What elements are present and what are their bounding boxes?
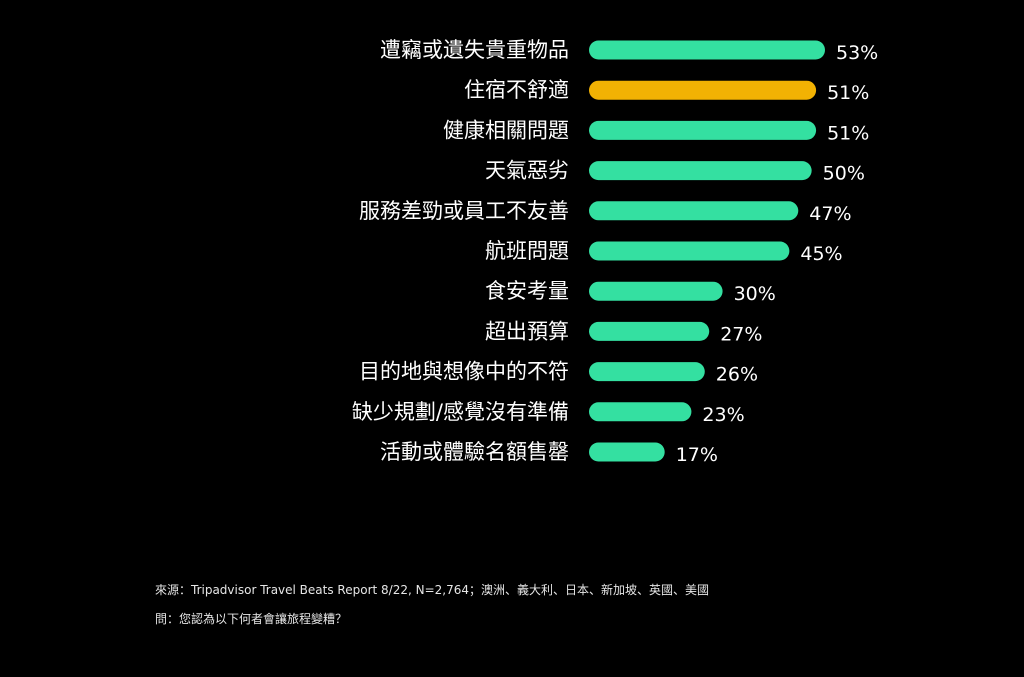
source-note: 來源：Tripadvisor Travel Beats Report 8/22,… bbox=[155, 583, 709, 597]
bar bbox=[589, 321, 710, 341]
value-label: 30% bbox=[734, 283, 776, 305]
category-label: 活動或體驗名額售罄 bbox=[380, 440, 569, 464]
category-label: 遭竊或遺失貴重物品 bbox=[380, 38, 569, 62]
value-label: 27% bbox=[720, 323, 762, 345]
bar bbox=[589, 402, 692, 422]
value-label: 50% bbox=[823, 163, 865, 185]
category-label: 食安考量 bbox=[485, 279, 569, 303]
value-label: 45% bbox=[800, 243, 842, 265]
bar bbox=[589, 161, 812, 181]
bar bbox=[589, 120, 817, 140]
bar bbox=[589, 362, 705, 382]
category-label: 超出預算 bbox=[485, 319, 569, 343]
bar bbox=[589, 442, 665, 462]
category-label: 健康相關問題 bbox=[443, 118, 569, 142]
bar-chart: 遭竊或遺失貴重物品 53% 住宿不舒適 51% 健康相關問題 51% 天氣惡劣 50% 服務差勁… bbox=[352, 38, 878, 466]
category-label: 服務差勁或員工不友善 bbox=[359, 199, 569, 223]
bar bbox=[589, 80, 817, 100]
category-label: 目的地與想像中的不符 bbox=[359, 360, 569, 384]
value-label: 47% bbox=[809, 203, 851, 225]
value-label: 51% bbox=[827, 122, 869, 144]
value-label: 53% bbox=[836, 42, 878, 64]
category-label: 航班問題 bbox=[485, 239, 569, 263]
value-label: 26% bbox=[716, 364, 758, 386]
category-label: 天氣惡劣 bbox=[485, 159, 569, 183]
category-label: 缺少規劃/感覺沒有準備 bbox=[352, 400, 569, 424]
category-label: 住宿不舒適 bbox=[464, 78, 569, 102]
bar bbox=[589, 281, 723, 301]
survey-question: 問：您認為以下何者會讓旅程變糟？ bbox=[155, 612, 348, 626]
value-label: 23% bbox=[702, 404, 744, 426]
value-label: 51% bbox=[827, 82, 869, 104]
value-label: 17% bbox=[676, 444, 718, 466]
bar bbox=[589, 201, 799, 221]
bar bbox=[589, 241, 790, 261]
bar bbox=[589, 40, 825, 60]
